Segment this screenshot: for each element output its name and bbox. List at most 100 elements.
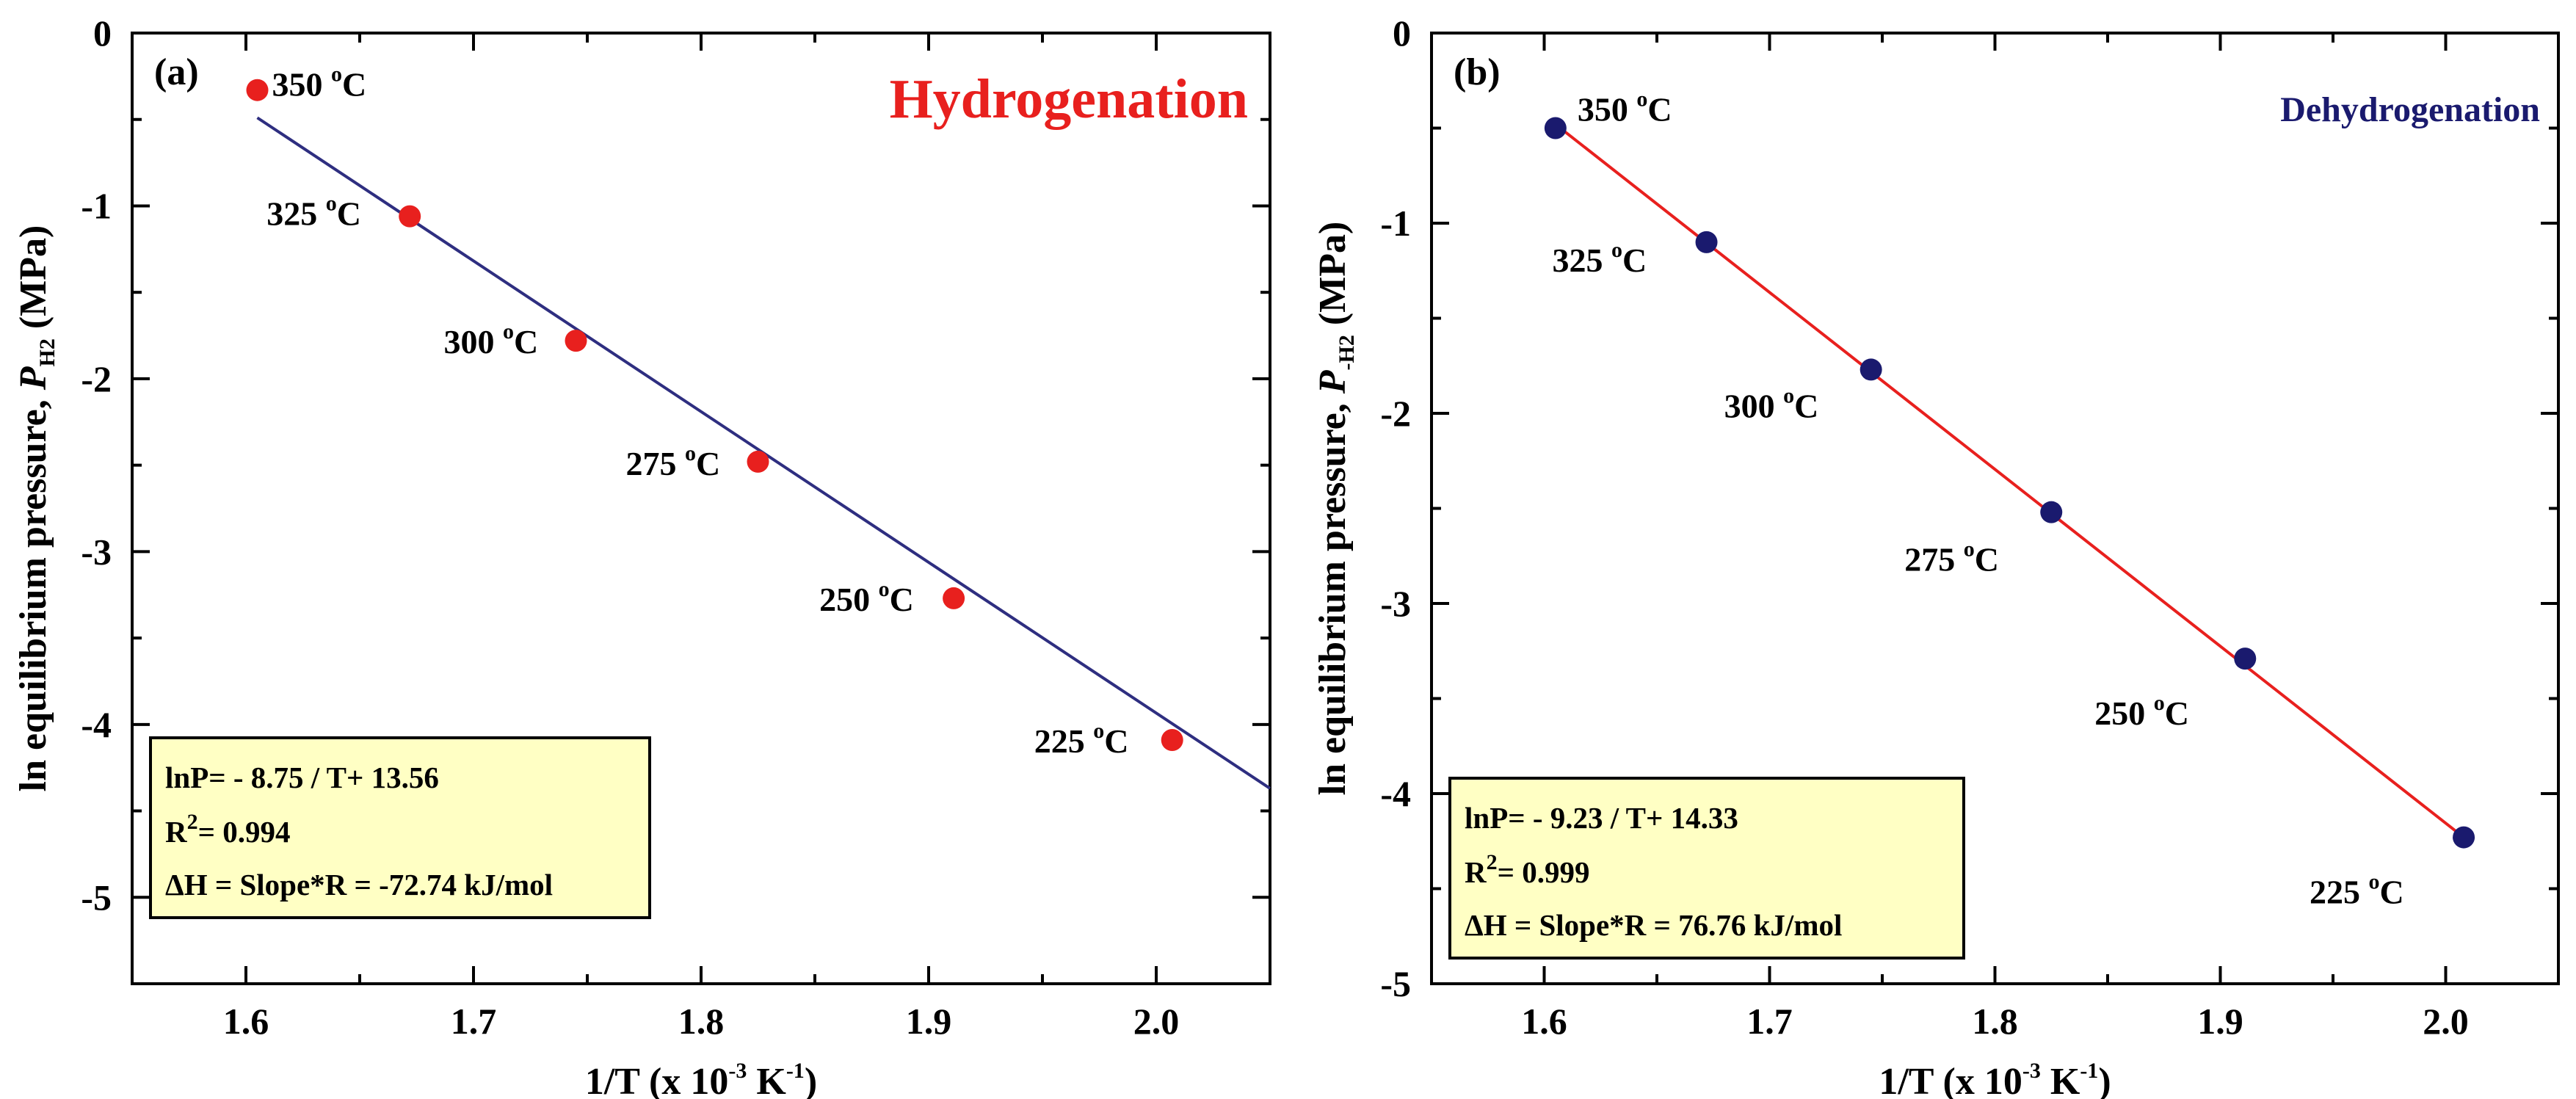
point-label-temp: 350 — [1578, 91, 1637, 128]
r-squared-value: = 0.994 — [198, 815, 291, 849]
x-axis-label-text: 1/T (x 10 — [585, 1061, 729, 1099]
y-tick-label: -1 — [1380, 203, 1411, 244]
y-axis-label-end: (MPa) — [1312, 222, 1354, 335]
data-point — [2040, 501, 2063, 523]
r-squared-symbol: R — [165, 815, 187, 849]
point-label-unit: C — [890, 581, 914, 618]
point-label-unit: C — [2380, 874, 2404, 911]
y-tick-label: -1 — [81, 185, 112, 226]
data-point — [1544, 117, 1567, 139]
x-axis-label: 1/T (x 10-3 K-1) — [585, 1059, 817, 1099]
x-tick-label: 1.8 — [1972, 1001, 2018, 1042]
point-label: 225 oC — [1034, 719, 1129, 760]
x-tick-label: 2.0 — [2423, 1001, 2469, 1042]
equation-line: lnP= - 8.75 / T+ 13.56 — [165, 761, 439, 794]
data-point — [1695, 231, 1718, 253]
point-label-unit: C — [514, 323, 538, 360]
equation-box — [149, 736, 651, 919]
point-label: 225 oC — [2310, 870, 2404, 911]
point-label-degree: o — [1636, 87, 1647, 112]
point-label-degree: o — [879, 577, 890, 601]
x-tick-label: 1.7 — [451, 1001, 497, 1042]
data-point — [246, 79, 269, 101]
point-label-degree: o — [326, 192, 337, 216]
point-label-degree: o — [1093, 719, 1104, 743]
point-label-temp: 275 — [1904, 541, 1964, 578]
r-squared-line: R2= 0.994 — [165, 810, 290, 849]
x-axis-label: 1/T (x 10-3 K-1) — [1879, 1059, 2111, 1099]
y-axis-label-text: ln equilibrium pressure, — [1312, 393, 1354, 795]
x-axis-label-unit: K — [747, 1061, 786, 1099]
y-tick-label: 0 — [1393, 12, 1411, 54]
r-squared-symbol: R — [1465, 855, 1487, 889]
point-label-unit: C — [696, 445, 720, 482]
point-label: 350 oC — [272, 62, 367, 104]
y-tick-label: -2 — [1380, 393, 1411, 434]
point-label-temp: 325 — [1553, 242, 1612, 279]
point-label-degree: o — [1611, 238, 1622, 262]
r-squared-sup: 2 — [1487, 850, 1498, 874]
data-point — [1860, 358, 1882, 381]
chart-title: Dehydrogenation — [2280, 90, 2540, 129]
chart-title: Hydrogenation — [890, 68, 1248, 130]
point-label: 300 oC — [444, 319, 539, 360]
x-tick-label: 1.7 — [1746, 1001, 1793, 1042]
point-label-unit: C — [1104, 722, 1128, 760]
panel-b: 1.6 1.7 1.8 1.9 2.00-1-2-3-4-51/T (x 10-3 K-… — [1312, 12, 2560, 1099]
data-point — [565, 330, 587, 352]
point-label-temp: 225 — [2310, 874, 2369, 911]
panel-label: (a) — [154, 51, 199, 93]
y-axis-label-text: ln equilibrium pressure, — [12, 390, 54, 791]
point-label: 325 oC — [266, 192, 361, 233]
point-label-temp: 250 — [2094, 694, 2154, 732]
point-label-temp: 300 — [444, 323, 504, 360]
point-label-unit: C — [1794, 387, 1818, 424]
x-tick-label: 1.9 — [906, 1001, 952, 1042]
x-axis-label-unit: K — [2041, 1061, 2080, 1099]
y-tick-label: -2 — [81, 358, 112, 399]
point-label-degree: o — [1964, 537, 1975, 562]
point-label-degree: o — [331, 62, 342, 87]
enthalpy-line: ΔH = Slope*R = 76.76 kJ/mol — [1465, 908, 1842, 942]
x-axis-label-unit-sup: -1 — [2080, 1059, 2098, 1083]
point-label-degree: o — [503, 319, 514, 344]
y-axis-label-sub: H2 — [35, 338, 59, 366]
x-tick-label: 1.8 — [678, 1001, 725, 1042]
point-label-temp: 225 — [1034, 722, 1094, 760]
y-tick-label: -4 — [81, 704, 112, 745]
point-label-temp: 250 — [819, 581, 879, 618]
y-tick-label: 0 — [93, 12, 112, 54]
x-axis-label-sup: -3 — [728, 1059, 747, 1083]
y-axis-label-var: P — [1312, 369, 1354, 394]
y-axis-label: ln equilibrium pressure, PH2 (MPa) — [12, 225, 59, 792]
x-axis-label-end: ) — [805, 1061, 817, 1099]
data-point — [399, 205, 421, 228]
point-label-degree: o — [1783, 383, 1794, 407]
point-label-degree: o — [2369, 870, 2380, 894]
data-point — [747, 450, 769, 473]
y-tick-label: -3 — [1380, 583, 1411, 624]
equation-box — [1448, 777, 1965, 960]
point-label-unit: C — [1622, 242, 1647, 279]
point-label-unit: C — [337, 195, 361, 233]
x-axis-label-text: 1/T (x 10 — [1879, 1061, 2022, 1099]
point-label-temp: 325 — [266, 195, 326, 233]
point-label: 275 oC — [626, 441, 721, 482]
y-tick-label: -3 — [81, 531, 112, 572]
r-squared-value: = 0.999 — [1498, 855, 1590, 889]
point-label-unit: C — [2165, 694, 2189, 732]
x-tick-label: 1.6 — [223, 1001, 269, 1042]
point-label: 250 oC — [2094, 691, 2189, 732]
y-axis-label: ln equilibrium pressure, P-H2 (MPa) — [1312, 222, 1359, 796]
enthalpy-line: ΔH = Slope*R = -72.74 kJ/mol — [165, 868, 553, 902]
y-tick-label: -5 — [1380, 963, 1411, 1004]
point-label-unit: C — [342, 66, 366, 104]
y-axis-label-sub: -H2 — [1335, 335, 1359, 370]
point-label-temp: 300 — [1724, 387, 1784, 424]
point-label: 350 oC — [1578, 87, 1672, 128]
point-label: 275 oC — [1904, 537, 1999, 578]
equation-line: lnP= - 9.23 / T+ 14.33 — [1465, 801, 1738, 835]
data-point — [2234, 648, 2257, 670]
point-label: 250 oC — [819, 577, 914, 618]
panel-label: (b) — [1454, 51, 1501, 93]
